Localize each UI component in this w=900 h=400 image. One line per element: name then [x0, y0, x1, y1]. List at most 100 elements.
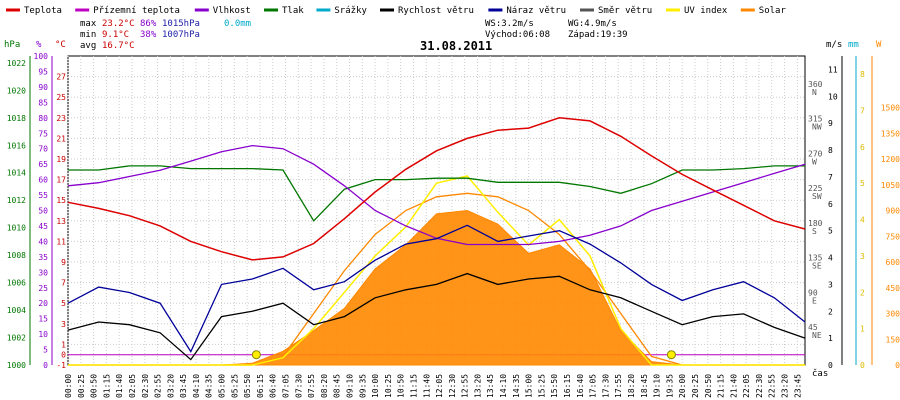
time-tick-label: 12:05 [435, 374, 444, 398]
stat-min-press: 1007hPa [162, 30, 200, 40]
time-tick-label: 00:00 [64, 374, 73, 398]
time-tick-label: 09:35 [358, 374, 367, 398]
legend-item-uv: UV index [666, 6, 728, 16]
pressure-tick-label: 1008 [7, 251, 26, 260]
time-tick-label: 15:50 [550, 374, 559, 398]
humidity-tick-label: 85 [38, 98, 48, 107]
direction-tick-label: 180 [808, 219, 823, 228]
time-tick-label: 02:05 [128, 374, 137, 398]
direction-tick-label: 315 [808, 115, 823, 124]
direction-tick-label: 270 [808, 149, 823, 158]
humidity-tick-label: 25 [38, 284, 48, 293]
temp-tick-label: -1 [56, 361, 66, 370]
time-tick-label: 13:45 [486, 374, 495, 398]
time-tick-label: 09:10 [345, 374, 354, 398]
wind-unit: m/s [826, 40, 842, 50]
temperature-line [67, 117, 806, 261]
legend-item-temp: Teplota [6, 6, 62, 16]
humidity-tick-label: 65 [38, 160, 48, 169]
stat-max-label: max [80, 19, 97, 29]
humidity-tick-label: 75 [38, 129, 48, 138]
pressure-tick-label: 1002 [7, 334, 26, 343]
x-axis-label: čas [812, 368, 828, 379]
direction-compass-label: NW [812, 123, 822, 132]
humidity-tick-label: 70 [38, 145, 48, 154]
direction-tick-label: 225 [808, 184, 823, 193]
solar-tick-label: 900 [886, 207, 900, 216]
humidity-tick-label: 10 [38, 330, 48, 339]
stat-sunset: Západ:19:39 [568, 30, 628, 40]
legend-item-solar: Solar [740, 6, 786, 16]
time-tick-label: 18:45 [640, 374, 649, 398]
time-tick-label: 11:15 [409, 374, 418, 398]
pressure-tick-label: 1010 [7, 224, 26, 233]
humidity-tick-label: 45 [38, 222, 48, 231]
time-tick-label: 21:40 [729, 374, 738, 398]
pressure-tick-label: 1014 [7, 169, 26, 178]
direction-compass-label: NE [812, 331, 822, 340]
solar-tick-label: 0 [895, 361, 900, 370]
wind-gust-line [67, 224, 806, 353]
time-tick-label: 02:55 [154, 374, 163, 398]
humidity-tick-label: 40 [38, 237, 48, 246]
sunrise-marker [251, 350, 261, 360]
temp-unit: °C [55, 40, 66, 50]
temp-tick-label: 9 [61, 258, 66, 267]
humidity-unit: % [36, 40, 42, 50]
uv-tick-label: 0 [860, 361, 865, 370]
time-tick-label: 19:10 [653, 374, 662, 398]
legend-item-wind: Rychlost větru [380, 6, 474, 16]
wind-tick-label: 7 [828, 173, 833, 182]
temp-tick-label: 27 [56, 73, 66, 82]
humidity-tick-label: 35 [38, 253, 48, 262]
chart-title: 31.08.2011 [420, 39, 492, 53]
time-tick-label: 05:50 [243, 374, 252, 398]
time-tick-label: 15:00 [525, 374, 534, 398]
time-tick-label: 01:15 [102, 374, 111, 398]
time-tick-label: 08:45 [333, 374, 342, 398]
legend-label: Vlhkost [213, 6, 251, 16]
time-tick-label: 17:05 [589, 374, 598, 398]
time-tick-label: 03:45 [179, 374, 188, 398]
humidity-tick-label: 80 [38, 114, 48, 123]
direction-compass-label: N [812, 88, 817, 97]
humidity-tick-label: 60 [38, 176, 48, 185]
direction-tick-label: 135 [808, 254, 823, 263]
time-tick-label: 12:55 [461, 374, 470, 398]
time-tick-label: 02:30 [141, 374, 150, 398]
time-tick-label: 12:30 [448, 374, 457, 398]
temp-tick-label: 19 [56, 155, 66, 164]
stat-ws: WS:3.2m/s [485, 19, 534, 29]
temp-tick-label: 0 [61, 351, 66, 360]
legend-label: Srážky [334, 6, 367, 16]
time-tick-label: 18:20 [627, 374, 636, 398]
time-tick-label: 20:25 [691, 374, 700, 398]
wind-tick-label: 2 [828, 307, 833, 316]
direction-compass-label: E [812, 296, 817, 305]
pressure-tick-label: 1006 [7, 279, 26, 288]
uv-tick-label: 4 [860, 216, 865, 225]
time-tick-label: 16:15 [563, 374, 572, 398]
pressure-tick-label: 1004 [7, 306, 26, 315]
wind-tick-label: 6 [828, 200, 833, 209]
legend-item-ground: Přízemní teplota [75, 6, 180, 16]
direction-compass-label: SW [812, 192, 822, 201]
time-tick-label: 20:50 [704, 374, 713, 398]
time-tick-label: 00:25 [77, 374, 86, 398]
temp-tick-label: 11 [56, 237, 66, 246]
time-tick-label: 08:20 [320, 374, 329, 398]
time-tick-label: 22:55 [768, 374, 777, 398]
legend-item-rain: Srážky [316, 6, 367, 16]
temp-tick-label: 17 [56, 176, 66, 185]
time-tick-label: 15:25 [537, 374, 546, 398]
legend-label: Náraz větru [506, 6, 566, 16]
pressure-tick-label: 1012 [7, 196, 26, 205]
legend-label: UV index [684, 6, 728, 16]
time-tick-label: 23:45 [793, 374, 802, 398]
time-tick-label: 03:20 [166, 374, 175, 398]
temp-tick-label: 5 [61, 299, 66, 308]
time-tick-label: 22:30 [755, 374, 764, 398]
humidity-tick-label: 100 [34, 52, 49, 61]
stat-avg-temp: 16.7°C [102, 41, 135, 51]
wind-tick-label: 3 [828, 280, 833, 289]
